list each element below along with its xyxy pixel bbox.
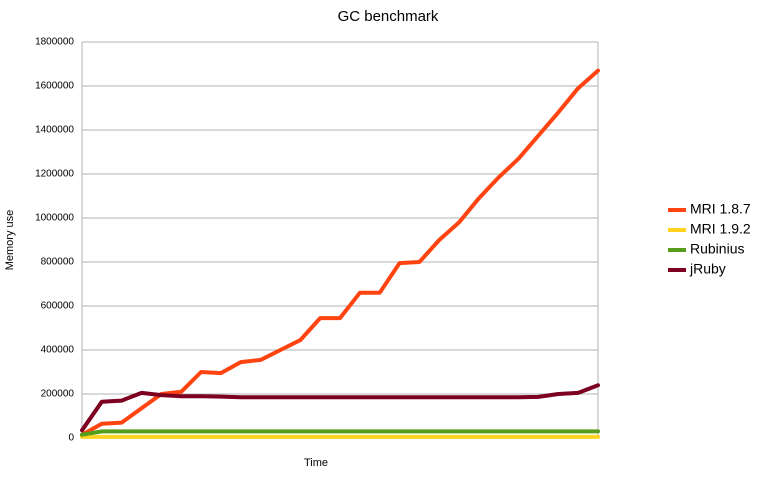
y-tick-label: 400000 xyxy=(41,345,75,356)
legend-label: jRuby xyxy=(689,261,726,277)
x-axis-label: Time xyxy=(304,457,328,469)
y-tick-label: 1200000 xyxy=(35,169,74,180)
y-tick-label: 800000 xyxy=(41,257,75,268)
y-axis-label: Memory use xyxy=(4,210,16,271)
legend-label: MRI 1.9.2 xyxy=(690,221,751,237)
series-line xyxy=(80,429,600,437)
y-tick-label: 1800000 xyxy=(35,37,74,48)
y-tick-label: 1600000 xyxy=(35,81,74,92)
series-line xyxy=(80,383,600,433)
y-tick-label: 600000 xyxy=(41,301,75,312)
y-tick-label: 200000 xyxy=(41,389,75,400)
legend-label: MRI 1.8.7 xyxy=(690,201,751,217)
chart-title: GC benchmark xyxy=(338,8,439,25)
y-tick-label: 1400000 xyxy=(35,125,74,136)
series-line xyxy=(80,68,600,437)
legend-label: Rubinius xyxy=(690,241,744,257)
y-tick-label: 1000000 xyxy=(35,213,74,224)
y-tick-label: 0 xyxy=(68,433,74,444)
